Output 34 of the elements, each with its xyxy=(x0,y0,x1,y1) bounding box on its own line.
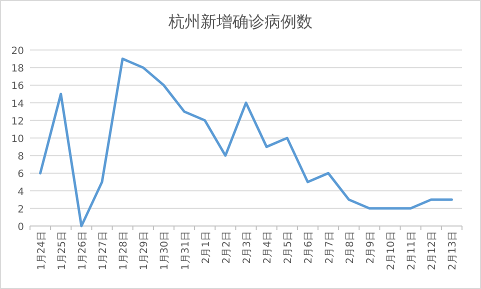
x-tick-label: 2月1日 xyxy=(200,231,212,264)
x-tick-label: 2月11日 xyxy=(406,231,418,270)
chart-title: 杭州新增确诊病例数 xyxy=(168,12,312,31)
x-tick-label: 2月10日 xyxy=(386,231,397,270)
x-tick-label: 1月29日 xyxy=(139,231,150,270)
x-tick-label: 2月6日 xyxy=(304,231,315,264)
y-tick-label: 4 xyxy=(18,186,24,198)
x-tick-label: 2月2日 xyxy=(221,231,232,264)
x-tick-label: 2月13日 xyxy=(448,231,459,270)
x-tick-label: 1月27日 xyxy=(98,231,109,270)
y-tick-label: 16 xyxy=(11,81,24,92)
x-tick-label: 2月12日 xyxy=(427,231,438,270)
x-tick-label: 2月5日 xyxy=(283,231,294,264)
y-tick-label: 18 xyxy=(11,64,24,75)
line-series xyxy=(39,58,453,228)
x-tick-label: 1月24日 xyxy=(36,231,48,270)
y-tick-label: 10 xyxy=(11,134,24,145)
x-tick-label: 1月31日 xyxy=(180,231,192,270)
y-tick-label: 6 xyxy=(18,169,24,180)
y-tick-label: 12 xyxy=(11,116,24,128)
y-tick-label: 20 xyxy=(11,46,24,57)
y-tick-label: 0 xyxy=(18,222,24,233)
y-tick-label: 8 xyxy=(18,152,24,163)
y-tick-label: 14 xyxy=(11,98,24,110)
x-tick-label: 2月8日 xyxy=(344,231,356,264)
x-tick-label: 1月26日 xyxy=(77,231,88,270)
x-tick-label: 2月9日 xyxy=(365,231,376,264)
x-tick-label: 2月7日 xyxy=(324,231,336,264)
x-tick-label: 1月30日 xyxy=(160,231,171,270)
x-tick-label: 1月25日 xyxy=(56,231,68,270)
x-tick-label: 1月28日 xyxy=(118,231,130,270)
x-tick-label: 2月4日 xyxy=(262,231,274,264)
y-tick-label: 2 xyxy=(18,204,24,216)
x-tick-label: 2月3日 xyxy=(242,231,253,264)
